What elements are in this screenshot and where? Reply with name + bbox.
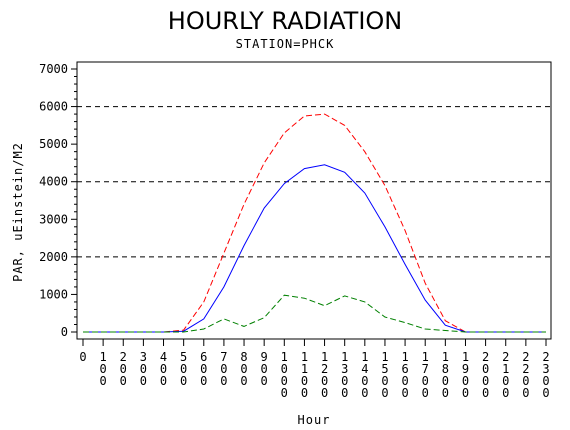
reference-lines: [77, 106, 551, 258]
chart-title: HOURLY RADIATION: [168, 7, 402, 35]
series-line-3: [83, 294, 546, 333]
y-axis: 0 1000 2000 3000 4000 5000 6000 7000: [39, 62, 77, 339]
series-line-1: [83, 113, 546, 333]
y-tick-label-3000: 3000: [39, 212, 68, 226]
x-tick-label-0: 0: [79, 350, 86, 364]
y-axis-label: PAR, uEinstein/M2: [11, 142, 25, 282]
x-axis: 0 1 0 0 2 0 0 3 0 0 4 0 0 5 0 0 6 0 0 7 0 0 8 0 0 9 0 0 1 0 0 0 1 1 0 0 1 2 0 0…: [79, 339, 550, 400]
x-axis-label: Hour: [298, 413, 331, 427]
y-tick-label-5000: 5000: [39, 137, 68, 151]
y-tick-label-0: 0: [61, 325, 68, 339]
y-tick-label-6000: 6000: [39, 100, 68, 114]
y-tick-label-7000: 7000: [39, 62, 68, 76]
series-lines: [83, 113, 546, 333]
chart-subtitle: STATION=PHCK: [236, 37, 335, 51]
plot-frame: [76, 61, 552, 340]
y-tick-label-1000: 1000: [39, 287, 68, 301]
y-tick-label-2000: 2000: [39, 250, 68, 264]
y-tick-label-4000: 4000: [39, 175, 68, 189]
series-line-2: [83, 164, 546, 333]
